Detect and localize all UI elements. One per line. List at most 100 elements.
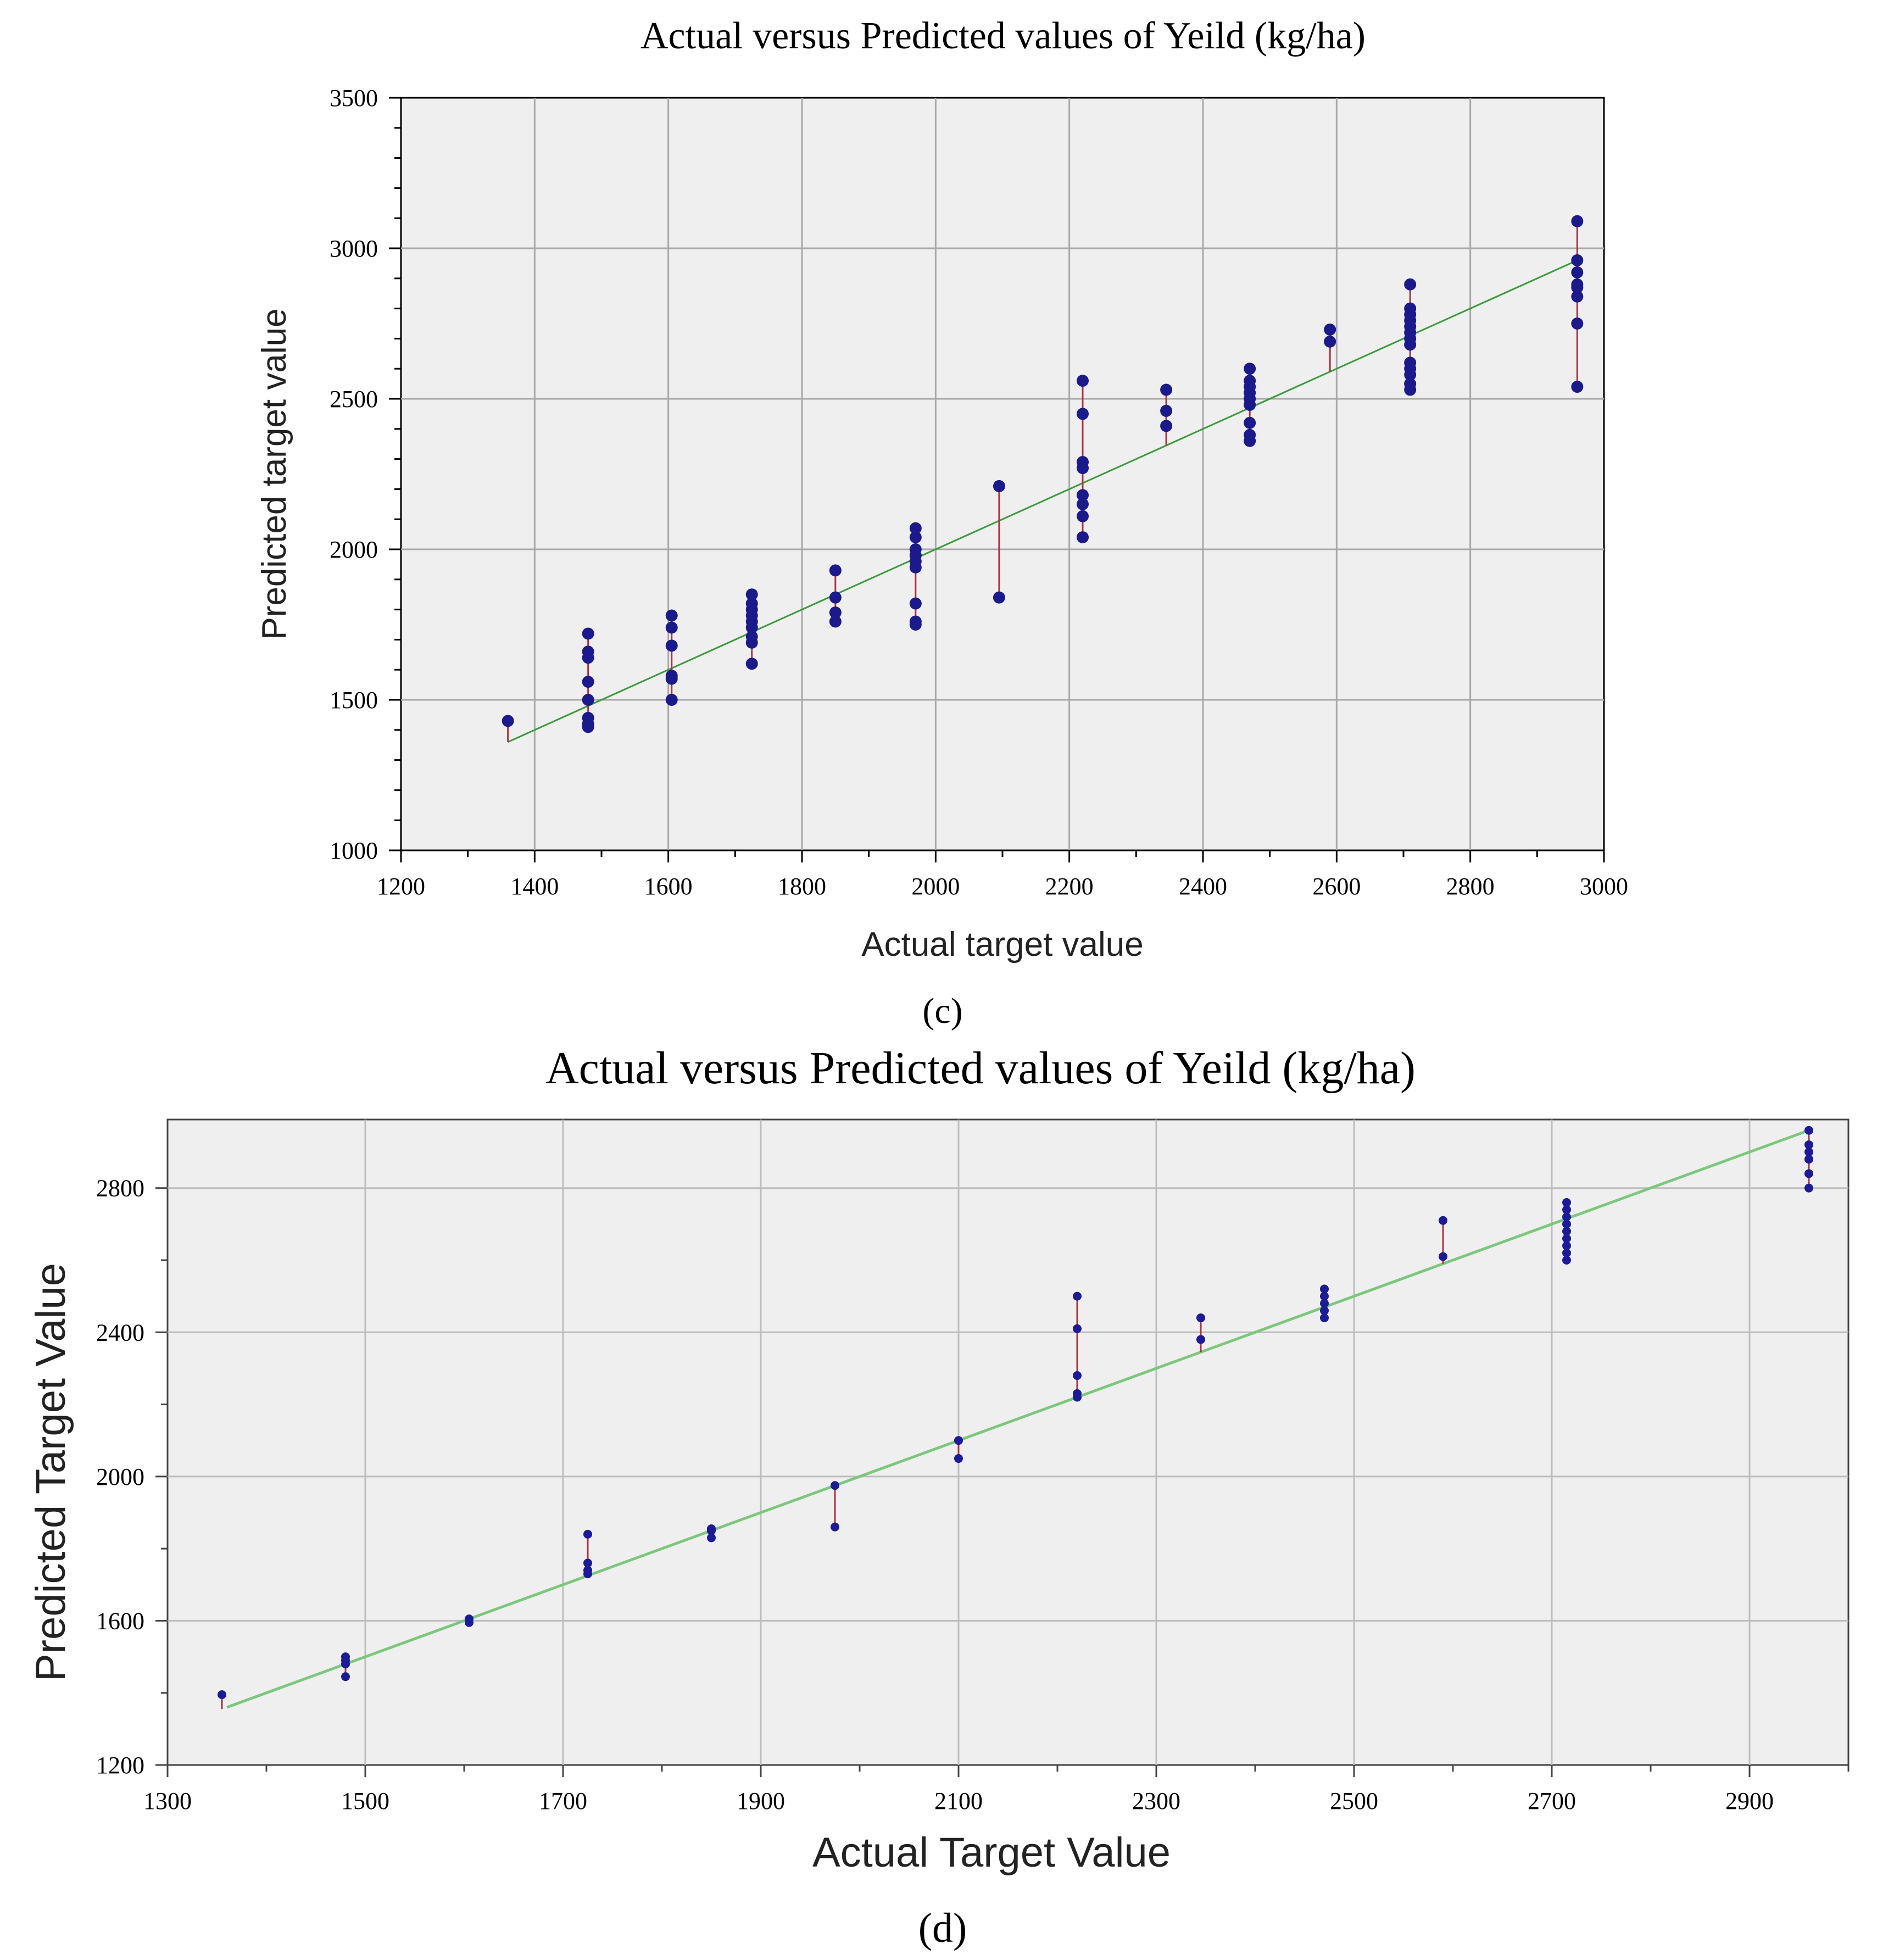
- data-point: [1562, 1248, 1571, 1257]
- data-point: [909, 615, 922, 628]
- data-point: [1804, 1183, 1813, 1193]
- y-tick-label: 2400: [96, 1319, 144, 1346]
- chart-c-axes: [389, 97, 1605, 862]
- data-point: [341, 1652, 350, 1662]
- data-point: [909, 531, 922, 544]
- data-point: [1160, 404, 1173, 417]
- data-point: [829, 606, 842, 619]
- y-tick-label: 2000: [330, 536, 378, 563]
- y-tick-label: 1600: [96, 1607, 144, 1634]
- data-point: [1404, 377, 1417, 390]
- data-point: [1571, 381, 1584, 393]
- data-point: [993, 591, 1005, 604]
- data-point: [745, 630, 758, 643]
- data-point: [582, 627, 594, 640]
- chart-d-fit-line: [226, 1129, 1809, 1709]
- data-point: [1077, 489, 1089, 502]
- x-tick-label: 2100: [934, 1788, 983, 1814]
- chart-d-y-axis-label: Predicted Target Value: [27, 1263, 74, 1681]
- chart-d-x-tick-labels: 1300 1500 1700 1900 2100 2300 2500 2700 2900: [143, 1788, 1774, 1814]
- data-point: [1320, 1291, 1329, 1301]
- chart-c-panel-label: (c): [922, 991, 962, 1031]
- data-point: [1244, 375, 1256, 387]
- x-tick-label: 2500: [1330, 1788, 1378, 1814]
- data-point: [665, 639, 678, 652]
- data-point: [1804, 1126, 1813, 1135]
- data-point: [1160, 420, 1173, 432]
- data-point: [1324, 323, 1336, 336]
- data-point: [831, 1522, 839, 1532]
- data-point: [1077, 498, 1089, 510]
- data-point: [1244, 428, 1256, 441]
- data-point: [1804, 1148, 1813, 1157]
- data-point: [909, 597, 922, 610]
- data-point: [1804, 1140, 1813, 1149]
- x-tick-label: 2000: [911, 873, 960, 900]
- data-point: [1320, 1299, 1329, 1308]
- data-point: [1562, 1241, 1571, 1250]
- chart-c-title: Actual versus Predicted values of Yeild …: [640, 15, 1366, 57]
- y-tick-label: 2500: [330, 386, 378, 413]
- data-point: [954, 1454, 963, 1463]
- data-point: [1077, 456, 1089, 469]
- chart-c-y-tick-labels: 1000 1500 2000 2500 3000 3500: [330, 85, 378, 864]
- data-point: [465, 1614, 473, 1624]
- x-tick-label: 2400: [1179, 873, 1227, 900]
- data-point: [829, 615, 842, 628]
- data-point: [829, 591, 842, 604]
- chart-d-axes: [155, 1187, 1850, 1777]
- data-point: [1439, 1216, 1447, 1225]
- data-point: [707, 1524, 716, 1534]
- chart-panel-c: Actual versus Predicted values of Yeild …: [255, 15, 1628, 1031]
- data-point: [502, 715, 514, 727]
- data-point: [745, 658, 758, 670]
- data-point: [829, 564, 842, 577]
- x-tick-label: 1300: [143, 1788, 192, 1814]
- data-point: [1320, 1313, 1329, 1323]
- y-tick-label: 2000: [96, 1463, 144, 1490]
- data-point: [1077, 408, 1089, 420]
- data-point: [1196, 1335, 1205, 1344]
- x-tick-label: 1500: [341, 1788, 389, 1814]
- x-tick-label: 1200: [377, 873, 425, 900]
- data-point: [1073, 1291, 1082, 1301]
- chart-c-x-tick-labels: 1200 1400 1600 1800 2000 2200 2400 2600 2800 3000: [377, 873, 1628, 900]
- x-tick-label: 1900: [737, 1788, 785, 1814]
- data-point: [1571, 278, 1584, 291]
- chart-d-title: Actual versus Predicted values of Yeild …: [545, 1043, 1416, 1094]
- chart-panel-d: Actual versus Predicted values of Yeild …: [27, 1043, 1850, 1951]
- data-point: [1404, 357, 1417, 369]
- data-point: [1077, 531, 1089, 544]
- data-point: [1320, 1306, 1329, 1315]
- data-point: [1804, 1155, 1813, 1164]
- chart-c-x-axis-label: Actual target value: [861, 926, 1144, 964]
- data-point: [665, 609, 678, 622]
- chart-d-plot-area: [166, 1118, 1850, 1766]
- data-point: [1562, 1256, 1571, 1265]
- data-point: [1562, 1205, 1571, 1215]
- data-point: [1244, 363, 1256, 375]
- data-point: [831, 1481, 839, 1490]
- x-tick-label: 2800: [1446, 873, 1495, 900]
- y-tick-label: 1500: [330, 687, 378, 714]
- chart-d-y-tick-labels: 1200 1600 2000 2400 2800: [96, 1175, 144, 1779]
- x-tick-label: 1400: [510, 873, 559, 900]
- data-point: [909, 543, 922, 555]
- data-point: [909, 522, 922, 534]
- data-point: [993, 480, 1005, 492]
- x-tick-label: 2900: [1725, 1788, 1774, 1814]
- data-point: [1160, 383, 1173, 396]
- chart-d-data-points: [218, 1126, 1813, 1699]
- y-tick-label: 1000: [330, 837, 378, 864]
- data-point: [583, 1566, 592, 1575]
- data-point: [1439, 1252, 1447, 1261]
- data-point: [665, 670, 678, 682]
- data-point: [1562, 1234, 1571, 1243]
- data-point: [665, 694, 678, 706]
- y-tick-label: 2800: [96, 1175, 144, 1202]
- data-point: [1077, 375, 1089, 387]
- chart-c-data-points: [502, 215, 1584, 733]
- data-point: [1404, 302, 1417, 315]
- data-point: [1562, 1212, 1571, 1222]
